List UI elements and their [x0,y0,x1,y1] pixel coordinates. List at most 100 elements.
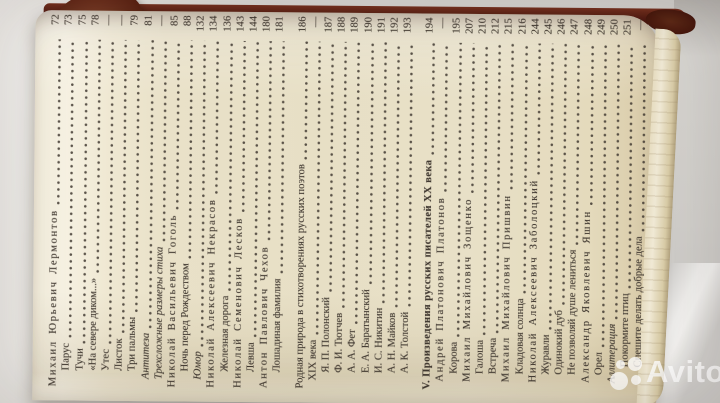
toc-entry-title: И. С. Никитин [373,307,385,374]
avito-watermark: Avito [602,351,720,401]
toc-entry: Спешите делать добрые дела — [631,19,647,391]
toc-entry-title: Николай Алексеевич Некрасов [205,198,219,388]
toc-entry-page: 215 [503,18,515,35]
avito-logo-dot [610,372,628,390]
toc-entry-title: Галоша [474,339,486,375]
toc-entry-title: Юмор [192,351,204,380]
toc-entry-page: — [103,14,115,26]
avito-logo-dot [631,375,641,385]
toc-entry-page: — [635,19,647,31]
toc-entry-page: 216 [517,18,529,35]
open-book: Михаил Юрьевич Лермонтов 72 Парус 73 Тучи 75 «… [24,0,699,403]
toc-entry-title: Три пальмы [126,316,139,372]
toc-entry-page: 88 [182,15,194,27]
toc-entry-title: Я. П. Полонский [320,297,333,373]
avito-watermark-text: Avito [646,354,720,389]
toc-entry-title: Трехсложные размеры стиха [153,246,166,380]
toc-entry-page: 250 [609,19,621,36]
toc-entry-page: 85 [169,15,181,27]
toc-entry-title: Журавли [540,334,552,375]
toc-entry-title: Кладовая солнца [514,298,526,375]
avito-logo-dot [628,357,642,371]
toc-entry-page: 194 [424,17,436,34]
toc-entry-page: 195 [451,17,463,34]
toc-entry-title: Андрей Платонович Платонов [434,196,448,382]
toc-entry-page: — [116,14,128,26]
toc-entry-page: 188 [336,16,348,33]
toc-entry: А. К. Толстой 193 [398,17,414,389]
toc-entry-title: Е. А. Баратынский [360,289,372,374]
toc-entry-page: 144 [248,16,260,32]
toc-entry-title: Корова [448,341,460,374]
toc-entry-page: 191 [376,17,388,34]
toc-entry-page: 189 [349,16,361,33]
toc-entry-page: 207 [464,17,476,34]
toc-entry-page: — [437,17,450,29]
toc-entry-title: Михаил Юрьевич Лермонтов [47,209,61,387]
toc-entry-page: 192 [389,17,401,34]
avito-logo-dot [616,360,625,369]
toc-entry-page: 134 [208,15,221,32]
toc-entry-page: 143 [235,15,247,32]
toc-entry-title: Одинокий дуб [553,310,566,375]
toc-entry-title: Лошадиная фамилия [271,278,284,373]
dot-leader [280,41,286,274]
toc-entry-page: 75 [77,14,89,26]
toc-entry-page: 132 [195,15,207,32]
dot-leader [408,42,414,307]
toc-entry-page: 246 [556,18,568,35]
toc-entry-title: Утес [100,348,112,371]
toc-entry-title: Николай Семенович Лесков [232,217,245,388]
toc-entry-page: 181 [274,16,286,33]
toc-entry-title: Тучи [74,348,86,371]
toc-entry-title: Листок [113,338,125,371]
toc-entry-title: «На севере диком...» [87,277,100,371]
toc-entry-page: 245 [543,18,555,35]
toc-entry-page: 251 [622,19,634,36]
toc-entry-title: Антитеза [139,332,152,380]
toc-entry-title: А. Н. Майков [386,312,398,374]
toc-entry-title: А. К. Толстой [399,311,412,374]
toc-entry-title: Николай Васильевич Гоголь [166,213,179,388]
toc-entry-title: Родная природа в стихотворениях русских … [293,164,307,389]
toc-entry-title: Ночь перед Рождеством [179,263,192,372]
toc-entry-page: 81 [143,15,155,26]
toc-entry-title: Антон Павлович Чехов [258,245,271,389]
toc-entry-page: 249 [596,19,608,36]
toc-entry-title: Не позволяй душе лениться [566,249,579,375]
toc-entry-title: Николай Алексеевич Заболоцкий [527,179,540,383]
toc-entry-title: V. Произведения русских писателей XX век… [421,159,435,390]
toc-entry-page: 78 [90,14,102,26]
toc-entry-page: 136 [222,15,234,32]
toc-entry-title: Железная дорога [219,295,231,372]
toc-entry-page: — [310,16,322,28]
toc-entry-page: 210 [477,18,489,34]
toc-entry-title: XIX века [307,339,319,381]
toc-entry-title: А. А. Фет [346,329,359,373]
toc-entry-page: 79 [129,14,141,26]
toc-entry-title: Михаил Михайлович Пришвин [500,194,514,383]
toc-entry-page: 212 [490,18,502,35]
dot-leader [642,44,647,232]
toc-entry-page: 187 [323,16,335,33]
toc-entry-page: 248 [582,18,595,35]
toc-entry-page: 244 [530,18,542,35]
toc-entry-page: 72 [50,14,62,25]
toc-entry-page: 190 [362,17,375,33]
table-of-contents: Михаил Юрьевич Лермонтов 72 Парус 73 Тучи 75 «… [38,12,655,397]
toc-entry-page: — [156,15,168,26]
toc-entry-page: 186 [297,16,309,33]
toc-entry-title: Ф. И. Тютчев [333,312,346,373]
toc-entry-page: 193 [402,17,414,34]
toc-list: Михаил Юрьевич Лермонтов 72 Парус 73 Тучи 75 «… [38,12,648,397]
toc-entry-title: Михаил Михайлович Зощенко [461,197,474,382]
toc-entry-title: Встреча [487,337,500,375]
toc-entry-title: Парус [60,342,73,371]
toc-entry: Лошадиная фамилия 181 [271,16,287,388]
toc-rotated-area: Михаил Юрьевич Лермонтов 72 Парус 73 Тучи 75 «… [38,12,655,397]
toc-entry-page: 247 [569,18,581,35]
toc-entry-title: Левша [245,342,257,373]
toc-entry-title: Александр Яковлевич Яшин [579,210,593,384]
toc-entry-page: 73 [63,14,76,26]
